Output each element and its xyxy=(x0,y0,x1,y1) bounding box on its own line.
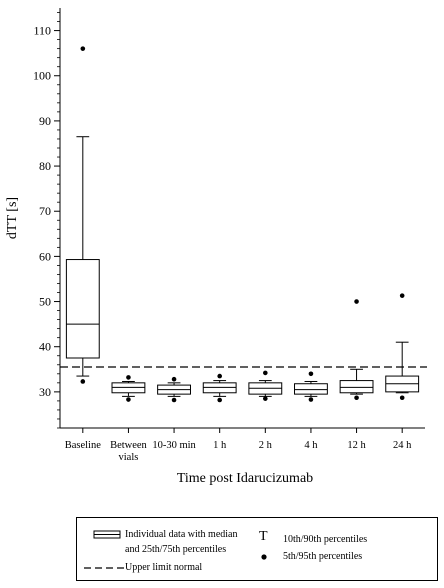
box-group xyxy=(248,370,283,401)
x-tick-label: vials xyxy=(119,452,139,463)
legend-whisker-symbol: T xyxy=(259,529,268,544)
p95-point xyxy=(263,370,268,376)
box-group xyxy=(157,376,191,403)
p5-point xyxy=(263,396,268,401)
x-tick-label: 4 h xyxy=(304,440,318,451)
legend-box-label-line2: and 25th/75th percentiles xyxy=(125,544,227,555)
legend-dashed-line-icon xyxy=(84,567,124,569)
legend-box-label-line1: Individual data with median xyxy=(125,529,238,540)
box-group xyxy=(202,373,237,403)
box-group xyxy=(339,299,374,401)
p95-point xyxy=(171,376,177,382)
y-tick-label: 30 xyxy=(39,385,51,399)
box-group xyxy=(111,375,146,402)
p95-point xyxy=(217,373,222,379)
p95-point xyxy=(80,46,86,51)
y-tick-label: 50 xyxy=(39,295,51,309)
p5-point xyxy=(126,397,131,402)
box-group xyxy=(385,293,420,401)
legend-line-label: Upper limit normal xyxy=(125,562,203,573)
x-tick-label: 1 h xyxy=(213,440,227,451)
y-tick-label: 90 xyxy=(39,114,51,128)
box xyxy=(65,259,100,359)
axes xyxy=(54,8,425,433)
y-tick-label: 100 xyxy=(33,69,51,83)
y-tick-label: 70 xyxy=(39,204,51,218)
p95-point xyxy=(399,293,405,298)
y-tick-label: 80 xyxy=(39,159,51,173)
legend-whisker-label: 10th/90th percentiles xyxy=(283,534,368,545)
x-tick-label: 12 h xyxy=(347,440,366,451)
boxes-layer xyxy=(65,46,420,403)
box xyxy=(294,383,328,395)
p5-point xyxy=(217,397,222,403)
p5-point xyxy=(399,395,405,401)
x-tick-label: 2 h xyxy=(259,440,273,451)
box-plot-chart: 30 40 50 60 70 80 90 100 110 Baseline Betweenvials… xyxy=(5,8,427,486)
y-tick-label: 110 xyxy=(33,24,51,38)
box-group xyxy=(65,46,100,384)
x-tick-label: 10-30 min xyxy=(152,440,196,451)
box-group xyxy=(294,371,328,402)
p95-point xyxy=(126,375,131,380)
y-tick-label: 60 xyxy=(39,249,51,263)
legend-box-icon xyxy=(93,530,121,539)
legend-dot-icon xyxy=(261,554,267,560)
p5-point xyxy=(171,397,177,403)
y-axis-label: dTT [s] xyxy=(5,197,20,239)
legend: Individual data with median and 25th/75t… xyxy=(76,517,438,581)
p5-point xyxy=(80,379,86,384)
x-axis-label: Time post Idarucizumab xyxy=(177,471,313,486)
p95-point xyxy=(308,371,314,377)
y-tick-label: 40 xyxy=(39,340,51,354)
x-tick-label: Baseline xyxy=(65,440,101,451)
legend-dot-label: 5th/95th percentiles xyxy=(283,551,363,562)
box xyxy=(339,380,374,394)
p5-point xyxy=(354,395,359,401)
x-tick-label: 24 h xyxy=(393,440,412,451)
labels-layer: 30 40 50 60 70 80 90 100 110 Baseline Betweenvials… xyxy=(33,24,412,463)
p5-point xyxy=(308,397,314,402)
p95-point xyxy=(354,299,359,304)
x-tick-label: Between xyxy=(110,440,147,451)
